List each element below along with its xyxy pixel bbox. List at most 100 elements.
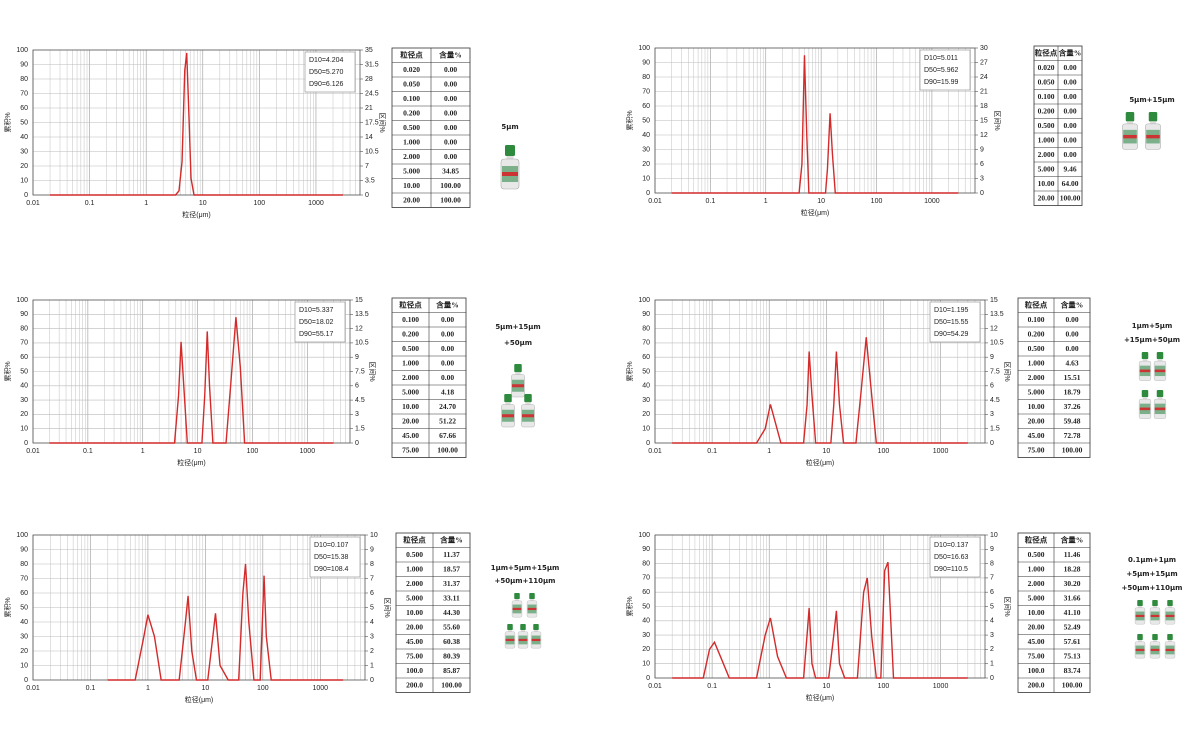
bottle-label-band — [1154, 407, 1166, 411]
table-cell: 75.00 — [406, 651, 423, 660]
y2-tick-label: 7 — [990, 575, 994, 582]
bottle-label-band — [512, 384, 524, 388]
y2-tick-label: 21 — [365, 105, 373, 112]
x-tick-label: 0.1 — [707, 683, 717, 690]
y2-tick-label: 4 — [370, 619, 374, 626]
table-cell: 55.60 — [443, 622, 460, 631]
bottle-icon — [1149, 634, 1161, 659]
bottle-icon — [521, 394, 535, 428]
y2-tick-label: 21 — [980, 88, 988, 95]
y2-tick-label: 3 — [990, 632, 994, 639]
bottle-label-band — [1165, 614, 1175, 618]
table-cell: 2.000 — [1028, 579, 1045, 588]
y2-tick-label: 6 — [355, 383, 359, 390]
y-tick-label: 30 — [642, 146, 650, 153]
table-cell: 100.00 — [1060, 193, 1081, 202]
table-cell: 20.00 — [402, 416, 419, 425]
table-cell: 60.38 — [443, 637, 460, 646]
table-cell: 0.500 — [403, 123, 420, 132]
table-cell: 0.020 — [1038, 63, 1055, 72]
bottle-icon — [511, 593, 523, 618]
mixture-label: 1μm+5μm+15μm — [491, 564, 560, 572]
table-cell: 0.050 — [1038, 77, 1055, 86]
x-tick-label: 0.01 — [648, 683, 662, 690]
table-cell: 0.00 — [444, 152, 457, 161]
stats-box — [919, 49, 971, 91]
bottle-label-band — [1150, 648, 1160, 652]
data-line — [671, 55, 959, 194]
table-cell: 0.100 — [1028, 315, 1045, 324]
y-tick-label: 20 — [642, 161, 650, 168]
y2-tick-label: 4 — [990, 618, 994, 625]
table-cell: 0.00 — [444, 94, 457, 103]
y2-axis-label: 区间% — [383, 597, 391, 617]
x-tick-label: 0.01 — [26, 685, 40, 692]
table-cell: 100.00 — [440, 195, 461, 204]
x-tick-label: 10 — [817, 198, 825, 205]
y-tick-label: 10 — [642, 175, 650, 182]
y-tick-label: 90 — [642, 311, 650, 318]
bottle-cap — [1167, 600, 1173, 607]
y2-tick-label: 7 — [370, 575, 374, 582]
bottle-icon — [1153, 352, 1167, 381]
bottle-cap — [1125, 112, 1135, 122]
bottle-neck — [1138, 640, 1142, 642]
mixture-label: +50μm+110μm — [1122, 584, 1183, 592]
y2-axis-label: 区间% — [1003, 361, 1011, 381]
bottle-label-band — [1165, 648, 1175, 652]
stats-box — [304, 51, 356, 93]
table-cell: 5.000 — [1028, 387, 1045, 396]
x-tick-label: 10 — [822, 683, 830, 690]
x-tick-label: 1000 — [313, 685, 329, 692]
y-tick-label: 20 — [20, 163, 28, 170]
table-cell: 0.200 — [1028, 329, 1045, 338]
x-tick-label: 100 — [254, 200, 266, 207]
y2-tick-label: 2 — [990, 646, 994, 653]
x-tick-label: 0.1 — [83, 448, 93, 455]
stats-text: D90=55.17 — [299, 331, 334, 338]
y2-tick-label: 15 — [980, 117, 988, 124]
table-cell: 0.200 — [402, 329, 419, 338]
stats-text: D50=18.02 — [299, 319, 334, 326]
table-cell: 200.0 — [1028, 680, 1045, 689]
table-cell: 20.00 — [1028, 622, 1045, 631]
y-tick-label: 60 — [20, 354, 28, 361]
table-cell: 31.66 — [1064, 593, 1081, 602]
y2-tick-label: 17.5 — [365, 119, 379, 126]
table-cell: 1.000 — [402, 358, 419, 367]
y-tick-label: 70 — [642, 575, 650, 582]
bottle-neck — [505, 402, 511, 405]
bottle-label-band — [1135, 648, 1145, 652]
table-cell: 10.00 — [402, 402, 419, 411]
y-axis-label: 累积% — [625, 596, 634, 616]
y2-tick-label: 10.5 — [355, 340, 369, 347]
y2-tick-label: 24.5 — [365, 90, 379, 97]
table-cell: 1.000 — [403, 137, 420, 146]
table-cell: 24.70 — [439, 402, 456, 411]
y-tick-label: 0 — [646, 675, 650, 682]
y-tick-label: 20 — [20, 411, 28, 418]
y2-tick-label: 7.5 — [355, 368, 365, 375]
x-axis-label: 粒径(μm) — [806, 458, 835, 467]
y-tick-label: 30 — [20, 397, 28, 404]
table-cell: 0.00 — [444, 123, 457, 132]
y-tick-label: 30 — [20, 633, 28, 640]
y2-tick-label: 24 — [980, 74, 988, 81]
x-tick-label: 0.01 — [26, 200, 40, 207]
y2-tick-label: 13.5 — [355, 311, 369, 318]
stats-text: D50=16.63 — [934, 554, 969, 561]
table-cell: 1.000 — [1028, 564, 1045, 573]
y2-tick-label: 8 — [990, 560, 994, 567]
bottle-icon — [1145, 112, 1161, 150]
y-tick-label: 80 — [642, 560, 650, 567]
y2-tick-label: 12 — [990, 325, 998, 332]
table-cell: 5.000 — [1038, 164, 1055, 173]
y-tick-label: 10 — [20, 662, 28, 669]
y-tick-label: 30 — [642, 397, 650, 404]
y-tick-label: 50 — [20, 368, 28, 375]
table-cell: 0.200 — [403, 108, 420, 117]
bottle-icon — [500, 145, 520, 190]
table-cell: 100.00 — [1062, 445, 1083, 454]
y-tick-label: 60 — [642, 103, 650, 110]
bottle-cap — [1152, 600, 1158, 607]
